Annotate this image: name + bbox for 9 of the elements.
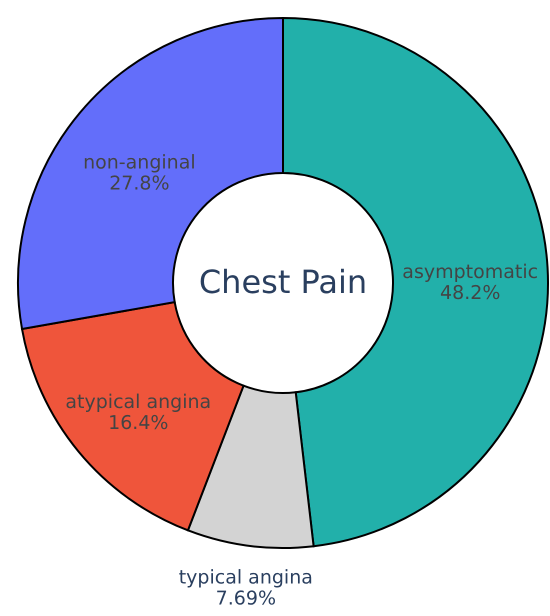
data-label: 16.4% [108,412,168,434]
data-label: 27.8% [109,172,170,194]
slice-label: asymptomatic [402,261,538,284]
slice-label: atypical angina [65,391,212,414]
slice-label: typical angina [178,566,313,589]
text: Chest Pain [198,263,368,301]
data-label: 48.2% [440,282,500,304]
data-label: 7.69% [216,588,276,610]
slice-label: non-anginal [83,151,196,174]
